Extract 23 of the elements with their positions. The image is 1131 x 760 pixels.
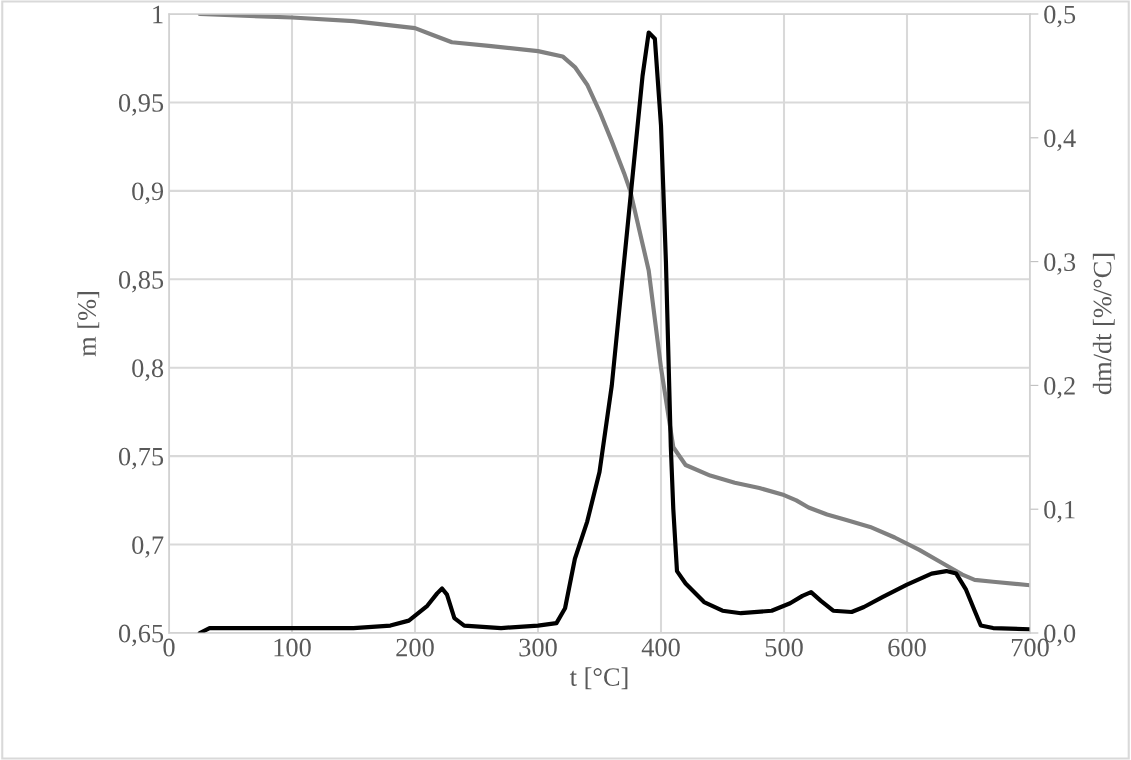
y-tick-label: 1 [153,5,163,24]
x-axis-title: t [°C] [569,667,628,690]
y2-axis-title: dm/dt [%/°C] [1092,253,1115,395]
y-tick-label: 0,65 [118,624,164,647]
y2-tick-label: 0,5 [1044,5,1076,28]
y-axis-title: m [%] [77,292,100,357]
y-tick-label: 0,75 [118,447,164,470]
x-tick-label: 100 [274,638,311,657]
y2-tick-label: 0,2 [1044,377,1075,399]
x-tick-label: 500 [765,638,803,657]
y-tick-label: 0,95 [118,94,164,116]
y-tick-label: 0,8 [132,359,164,381]
y2-tick-label: 0,4 [1044,129,1076,152]
y-tick-label: 0,7 [132,536,164,558]
y2-tick-label: 0,1 [1044,500,1075,523]
y2-tick-label: 0,3 [1044,253,1076,275]
x-tick-label: 300 [519,638,557,657]
x-tick-label: 600 [888,638,926,657]
y-tick-label: 0,85 [118,270,164,293]
x-tick-label: 400 [641,638,680,657]
x-tick-label: 200 [396,638,434,657]
x-tick-label: 0 [163,638,175,657]
y-tick-label: 0,9 [132,182,164,205]
